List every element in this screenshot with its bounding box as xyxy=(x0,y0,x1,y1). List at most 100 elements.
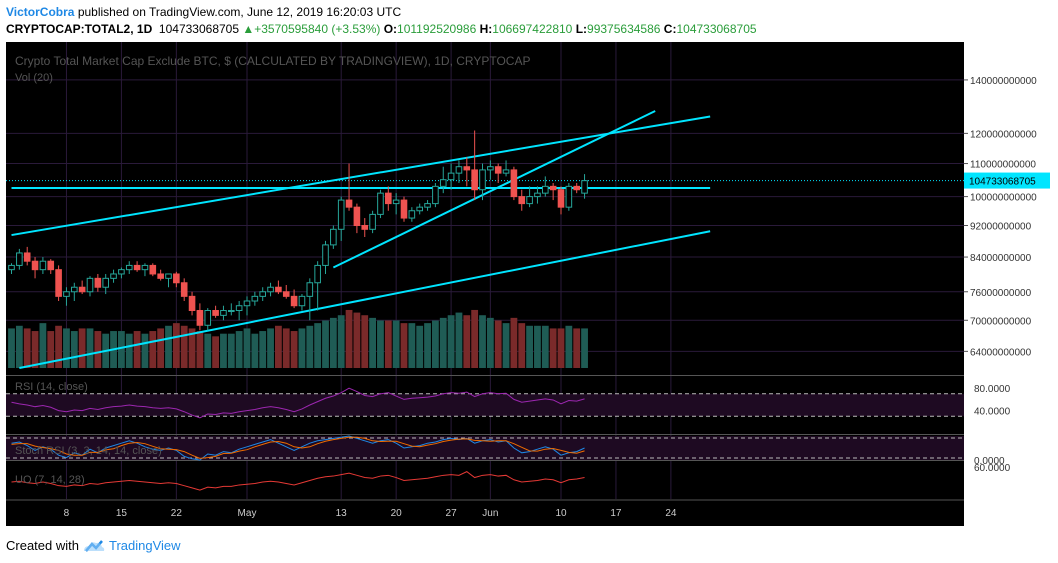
published-text: published on TradingView.com, June 12, 2… xyxy=(77,5,402,19)
candle-up xyxy=(479,169,486,191)
candle-down xyxy=(55,269,62,297)
candle-up xyxy=(534,192,541,198)
candle-up xyxy=(455,166,463,174)
trendlines[interactable] xyxy=(6,110,964,369)
candle-up xyxy=(8,264,15,271)
candle-up xyxy=(322,244,329,266)
candle-down xyxy=(133,264,141,271)
high-label: H: xyxy=(479,22,493,36)
volume-bar xyxy=(55,325,62,368)
volume-bar xyxy=(455,312,463,368)
candle-up xyxy=(102,277,110,288)
volume-bar xyxy=(573,328,581,368)
candle-up xyxy=(408,210,416,219)
y-tick-label: 76000000000 xyxy=(970,288,1032,299)
candle-down xyxy=(510,169,518,198)
symbol-label: CRYPTOCAP:TOTAL2, 1D xyxy=(6,22,153,36)
trendline xyxy=(11,115,711,237)
candle-down xyxy=(400,199,408,219)
x-tick-label: 22 xyxy=(171,508,183,519)
tradingview-brand-link[interactable]: TradingView xyxy=(108,538,181,553)
volume-bar xyxy=(165,325,172,368)
author-link[interactable]: VictorCobra xyxy=(6,5,75,19)
volume-bar xyxy=(31,331,39,368)
volume-bar xyxy=(282,328,290,368)
candle-down xyxy=(212,310,219,316)
last-price-badge-label: 104733068705 xyxy=(969,177,1036,188)
candle-up xyxy=(526,196,533,205)
candle-down xyxy=(385,192,392,205)
candle-down xyxy=(94,277,102,288)
x-tick-label: 15 xyxy=(116,508,128,519)
candle-down xyxy=(518,196,526,205)
volume-bar xyxy=(141,333,149,368)
volume-bar xyxy=(541,325,549,368)
low-value: 99375634586 xyxy=(587,22,661,36)
x-tick-label: 10 xyxy=(555,508,567,519)
volume-bar xyxy=(86,328,94,368)
volume-bar xyxy=(384,320,392,368)
price-axis-background xyxy=(964,42,1052,526)
candle-up xyxy=(424,203,431,208)
volume-bar xyxy=(447,315,455,368)
volume-bar xyxy=(565,325,573,368)
time-axis-background xyxy=(6,500,964,526)
change-up-arrow-icon: ▲ xyxy=(242,22,255,36)
price-chart[interactable]: 140000000000 120000000000 110000000000 1000… xyxy=(6,42,1052,526)
candle-down xyxy=(345,199,353,208)
x-tick-label: 20 xyxy=(391,508,403,519)
candle-down xyxy=(180,282,188,297)
candle-up xyxy=(110,273,117,279)
volume-bar xyxy=(70,331,78,368)
volume-bar xyxy=(463,315,471,368)
volume-bar xyxy=(133,331,141,368)
volume-bar xyxy=(432,320,439,368)
close-label: C: xyxy=(663,22,677,36)
high-value: 106697422810 xyxy=(492,22,573,36)
candle-down xyxy=(471,169,478,191)
low-label: L: xyxy=(575,22,588,36)
candle-up xyxy=(416,206,423,212)
uo-label: UO (7, 14, 28) xyxy=(15,474,85,486)
candle-down xyxy=(557,189,565,208)
volume-bar xyxy=(275,325,282,368)
candle-up xyxy=(487,166,494,171)
close-value: 104733068705 xyxy=(676,22,757,36)
stoch-rsi-label: Stoch RSI (3, 3, 14, 14, close) xyxy=(15,445,162,457)
publish-line: VictorCobra published on TradingView.com… xyxy=(6,5,401,19)
volume-bar xyxy=(471,309,479,368)
candle-up xyxy=(259,291,266,297)
stoch-tick-label: 0.0000 xyxy=(974,456,1005,467)
volume-bar xyxy=(361,315,369,368)
volume-bar xyxy=(220,333,227,368)
volume-bar xyxy=(518,323,526,368)
volume-bar xyxy=(212,336,219,368)
volume-bar xyxy=(172,323,180,368)
indicator-panes xyxy=(6,375,964,491)
volume-bar xyxy=(188,328,196,368)
volume-bar xyxy=(267,328,274,368)
candle-down xyxy=(282,291,290,297)
candle-up xyxy=(267,286,274,293)
volume-bar xyxy=(47,331,55,368)
y-tick-label: 70000000000 xyxy=(970,316,1032,327)
y-tick-label: 84000000000 xyxy=(970,253,1032,264)
volume-bar xyxy=(337,315,345,368)
volume-bar xyxy=(259,331,267,368)
volume-bar xyxy=(479,315,486,368)
candle-up xyxy=(141,264,149,271)
rsi-band xyxy=(6,393,964,417)
candle-up xyxy=(565,185,573,208)
open-label: O: xyxy=(383,22,398,36)
chart-title: Crypto Total Market Cap Exclude BTC, $ (… xyxy=(15,54,530,68)
candle-up xyxy=(251,295,259,302)
volume-bar xyxy=(322,320,329,368)
candle-up xyxy=(235,305,243,312)
footer: Created with TradingView xyxy=(6,538,181,553)
candle-up xyxy=(16,252,23,266)
volume-bar xyxy=(549,328,557,368)
volume-bar xyxy=(353,312,361,368)
volume-bar xyxy=(235,331,243,368)
last-price: 104733068705 xyxy=(158,22,240,36)
volume-bar xyxy=(23,328,31,368)
